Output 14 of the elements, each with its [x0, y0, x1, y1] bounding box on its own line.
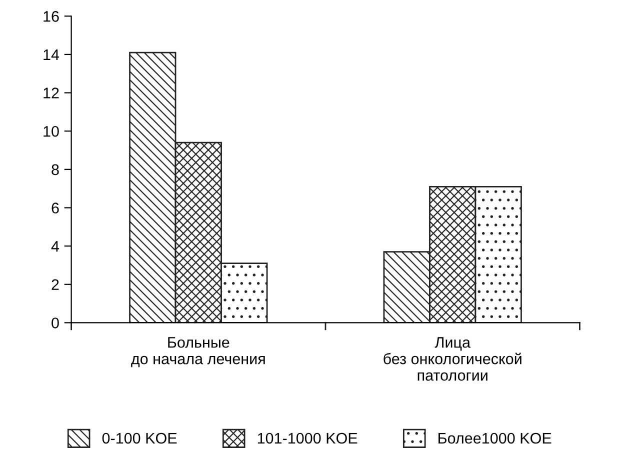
- y-tick-label: 0: [52, 318, 59, 328]
- y-tick-label: 6: [52, 202, 59, 214]
- y-tick-label: 16: [44, 11, 59, 22]
- y-tick-label: 10: [44, 126, 59, 137]
- y-tick-label: 2: [52, 279, 59, 290]
- y-tick-label: 8: [52, 164, 59, 176]
- x-tick-label: Больные до начала лечения: [131, 337, 265, 368]
- y-tick-label: 4: [51, 241, 60, 252]
- y-tick-label: 14: [44, 49, 60, 60]
- legend-label: 0-100 KOE: [102, 432, 177, 444]
- x-tick-label: Лица без онкологической патологии: [384, 337, 522, 381]
- y-tick-label: 12: [44, 88, 59, 98]
- legend-label: Более1000 KOE: [438, 432, 552, 444]
- legend-label: 101-1000 KOE: [258, 432, 358, 444]
